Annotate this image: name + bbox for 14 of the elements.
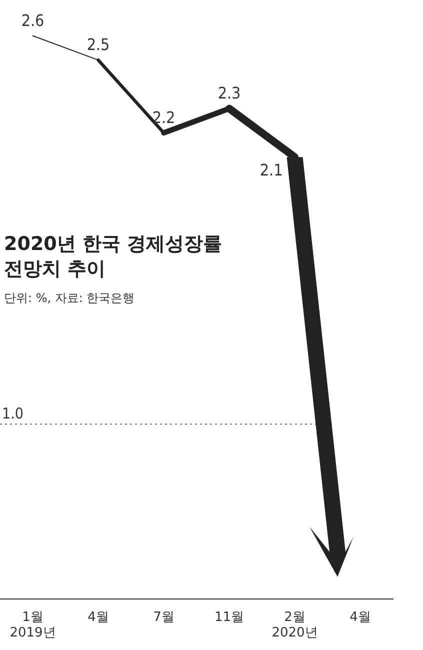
data-label: 2.5 [86,35,110,54]
data-label: 2.6 [21,10,44,30]
x-tick-label: 1월 2019년 [10,610,56,641]
ref-line-label: 1.0 [2,404,24,422]
x-tick-label: 4월 [88,610,109,625]
x-tick-label: 7월 [153,610,174,625]
x-tick-label: 11월 [214,610,244,625]
data-label: 2.2 [152,108,176,127]
data-label: 2.1 [260,160,283,180]
text: 2020년 한국 경제성장률 전망치 추이 [4,232,222,282]
data-label: 2.3 [218,84,241,103]
text: 단위: %, 자료: 한국은행 [4,290,135,307]
x-tick-label: 4월 [350,610,371,625]
x-tick-label: 2월 2020년 [272,610,318,641]
